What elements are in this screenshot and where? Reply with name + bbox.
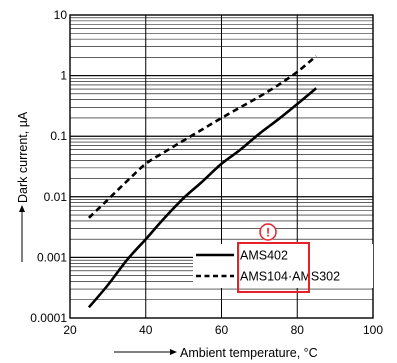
legend-label-ams104-ams302: AMS104·AMS302 xyxy=(240,270,340,284)
y-tick-label: 10 xyxy=(54,8,68,22)
axis-labels: Ambient temperature, °C Dark current, µA xyxy=(16,111,318,360)
warning-exclamation-icon xyxy=(259,223,277,241)
legend-label-ams402: AMS402 xyxy=(240,249,288,263)
x-tick-label: 40 xyxy=(139,323,153,337)
series-line-solid xyxy=(87,87,318,309)
plot-frame xyxy=(69,14,374,319)
x-tick-label: 100 xyxy=(363,323,383,337)
highlight-box xyxy=(237,242,310,293)
y-tick-label: 0.01 xyxy=(44,190,68,204)
legend-background xyxy=(193,244,373,288)
y-axis-label-arrowhead xyxy=(19,205,25,212)
x-tick-label: 80 xyxy=(291,323,305,337)
y-tick-label: 1 xyxy=(60,69,67,83)
x-tick-label: 60 xyxy=(215,323,229,337)
y-tick-label: 0.001 xyxy=(37,250,67,264)
series-line-dashed xyxy=(88,55,318,219)
x-tick-label: 20 xyxy=(63,323,77,337)
chart-series xyxy=(87,55,318,309)
chart-tick-labels: 20 40 60 80 100 0.0001 0.001 0.01 0.1 1 10 xyxy=(30,8,383,337)
chart-legend: AMS402 AMS104·AMS302 xyxy=(193,244,373,288)
y-tick-label: 0.1 xyxy=(50,129,67,143)
warning-annotation: ! xyxy=(237,223,310,293)
y-tick-label: 0.0001 xyxy=(30,311,67,325)
y-axis-label: Dark current, µA xyxy=(16,111,30,203)
x-axis-label: Ambient temperature, °C xyxy=(180,346,318,360)
x-axis-label-arrowhead xyxy=(170,349,177,355)
warning-exclamation-mark: ! xyxy=(266,226,270,240)
